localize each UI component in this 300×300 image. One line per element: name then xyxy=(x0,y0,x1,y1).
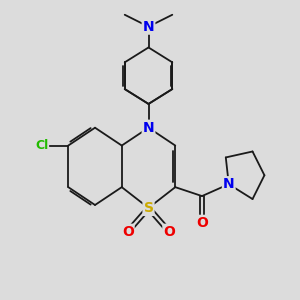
Text: O: O xyxy=(122,225,134,239)
Text: N: N xyxy=(143,121,154,135)
Text: O: O xyxy=(164,225,175,239)
Text: N: N xyxy=(223,177,235,191)
Text: O: O xyxy=(196,216,208,230)
Text: S: S xyxy=(143,201,154,215)
Text: N: N xyxy=(143,20,154,34)
Text: Cl: Cl xyxy=(35,139,48,152)
